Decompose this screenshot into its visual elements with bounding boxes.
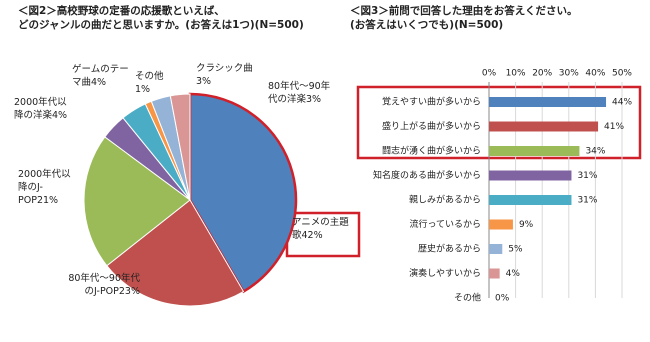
pie-slice (188, 92, 298, 294)
chart-title: ＜図3＞前問で回答した理由をお答えください。 (お答えはいくつでも)(N=500… (350, 4, 578, 32)
bar (489, 97, 607, 107)
bar (489, 121, 599, 132)
y-tick-label: その他 (454, 292, 481, 304)
bar (489, 195, 572, 205)
pie-slice (106, 199, 245, 307)
category-label: アニメの主題歌 (292, 217, 349, 241)
value-label: 5% (508, 245, 523, 255)
slice-label: クラシック曲 3% (196, 62, 256, 88)
y-tick-label: 盛り上がる曲が多いから (382, 120, 481, 132)
x-tick-label: 40% (585, 69, 605, 79)
value-label: 31% (577, 171, 597, 181)
value-label: 21% (36, 195, 59, 206)
slice-label: アニメの主題歌42% (292, 216, 358, 242)
value-label: 3% (306, 94, 322, 105)
value-label: 23% (118, 286, 140, 297)
category-label: ゲームのテーマ曲 (72, 64, 129, 88)
title-line: どのジャンルの曲だと思いますか。(お答えは1つ)(N=500) (18, 19, 304, 31)
value-label: 34% (585, 147, 605, 157)
value-label: 9% (519, 220, 534, 230)
bar (489, 146, 580, 156)
x-tick-label: 50% (612, 69, 632, 79)
bar (489, 268, 500, 279)
value-label: 41% (604, 122, 624, 132)
bar (489, 219, 513, 230)
value-label: 44% (612, 98, 632, 108)
value-label: 1% (135, 84, 151, 95)
y-tick-label: 知名度のある曲が多いから (373, 169, 481, 181)
slice-label: その他 1% (135, 70, 175, 96)
category-label: 80年代～90年代の洋楽 (268, 81, 331, 105)
y-tick-label: 闘志が湧く曲が多いから (382, 145, 481, 157)
y-tick-label: 覚えやすい曲が多いから (382, 96, 481, 108)
chart-title: ＜図2＞高校野球の定番の応援歌といえば、 どのジャンルの曲だと思いますか。(お答… (18, 4, 304, 32)
y-tick-label: 演奏しやすいから (409, 267, 481, 279)
value-label: 4% (506, 269, 521, 279)
title-line: (お答えはいくつでも)(N=500) (350, 19, 504, 31)
x-tick-label: 30% (559, 69, 579, 79)
value-label: 4% (91, 77, 107, 88)
pie-slice (83, 136, 191, 267)
y-tick-label: 歴史があるから (418, 243, 481, 255)
value-label: 31% (577, 196, 597, 206)
x-tick-label: 0% (482, 69, 497, 79)
title-line: ＜図2＞高校野球の定番の応援歌といえば、 (18, 5, 225, 17)
value-label: 42% (301, 230, 323, 241)
slice-label: 80年代～90年代の洋楽3% (268, 80, 338, 106)
slice-label: 2000年代以降のJ-POP21% (18, 168, 80, 207)
category-label: その他 (135, 71, 164, 82)
category-label: 2000年代以降の洋楽 (14, 97, 67, 121)
slice-label: ゲームのテーマ曲4% (72, 63, 134, 89)
pie-slice (169, 93, 191, 201)
y-tick-label: 流行っているから (409, 218, 481, 230)
bar (489, 244, 503, 254)
bar (489, 170, 572, 181)
category-label: クラシック曲 (196, 63, 253, 74)
value-label: 3% (196, 76, 212, 87)
slice-label: 2000年代以降の洋楽4% (14, 96, 72, 122)
value-label: 4% (52, 110, 68, 121)
y-tick-label: 親しみがあるから (409, 194, 481, 206)
x-tick-label: 10% (506, 69, 526, 79)
category-label: 80年代～90年代のJ-POP (68, 273, 140, 297)
value-label: 0% (495, 294, 510, 304)
slice-label: 80年代～90年代のJ-POP23% (60, 272, 140, 298)
x-tick-label: 20% (532, 69, 552, 79)
category-label: 2000年代以降のJ-POP (18, 169, 71, 206)
highlight-box (356, 85, 642, 160)
title-line: ＜図3＞前問で回答した理由をお答えください。 (350, 5, 578, 17)
